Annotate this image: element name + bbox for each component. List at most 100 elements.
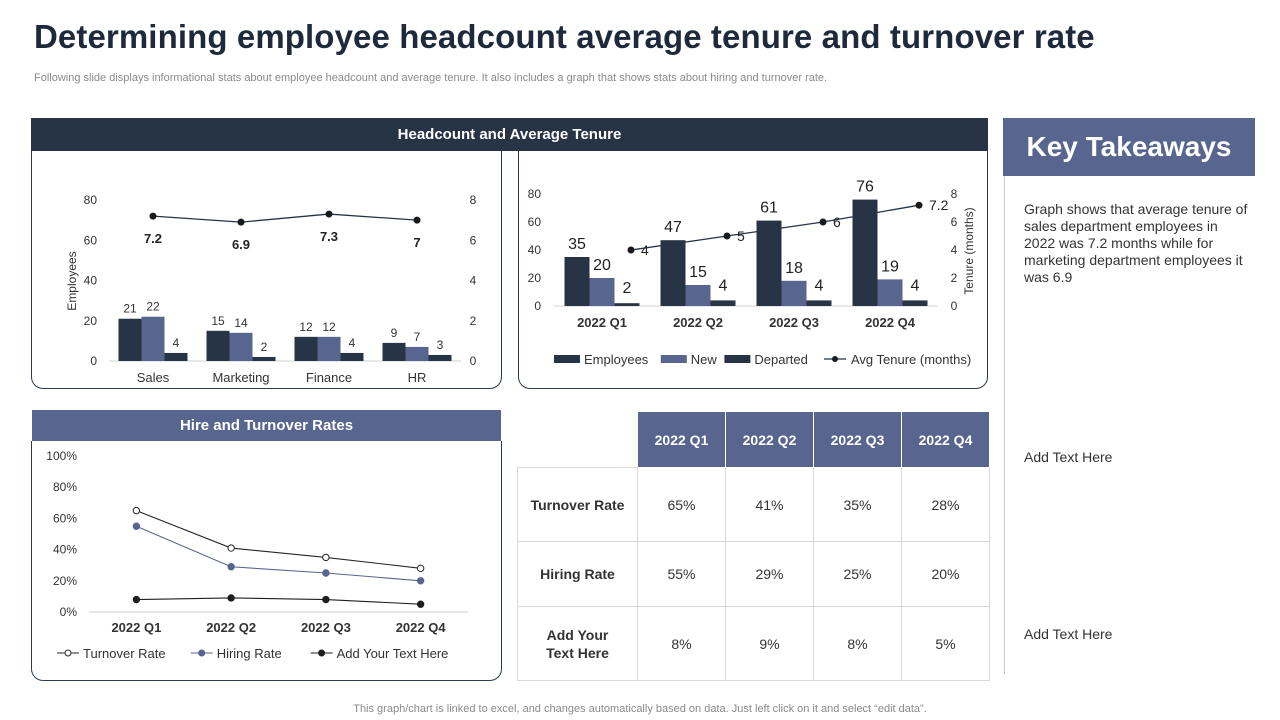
tenure-label: 6 (833, 214, 841, 230)
x-tick-label: Marketing (212, 370, 269, 385)
bar-value-label: 20 (593, 257, 611, 274)
bar (164, 352, 188, 361)
series-line (136, 525, 421, 582)
y-axis-label: Employees (65, 251, 79, 310)
legend-swatch (554, 355, 580, 363)
dept-chart: 0 20 40 60 80 0 2 4 6 8 Employees 21 22 4 Sales 15 14 2 Ma… (65, 193, 477, 385)
hire-panel-title: Hire and Turnover Rates (179, 417, 354, 434)
tenure-label: 5 (737, 228, 745, 244)
bar (685, 285, 711, 306)
bar-value-label: 12 (299, 320, 313, 334)
x-tick-label: 2022 Q4 (865, 315, 916, 330)
series-point (322, 595, 330, 604)
bar-value-label: 15 (211, 314, 225, 328)
y2-tick-label: 8 (951, 187, 958, 201)
key-takeaways-title: Key Takeaways (1026, 131, 1232, 162)
table-row: Hiring Rate 55% 29% 25% 20% (517, 541, 990, 607)
x-tick-label: Finance (306, 370, 352, 385)
tenure-point (237, 218, 245, 226)
tenure-point (915, 201, 923, 209)
y-tick-label: 60% (53, 511, 77, 525)
y-tick-label: 0% (60, 605, 78, 619)
bar-value-label: 15 (689, 264, 707, 281)
headcount-panel-header: Headcount and Average Tenure (31, 118, 988, 151)
bar-value-label: 22 (146, 300, 160, 314)
bar (428, 354, 452, 361)
table-row-label: Turnover Rate (517, 467, 638, 542)
legend-label: Hiring Rate (217, 646, 282, 661)
takeaways-divider (1004, 176, 1005, 674)
y-tick-label: 80 (528, 187, 542, 201)
series-line (136, 597, 421, 605)
y2-tick-label: 2 (951, 271, 958, 285)
table-header-cell: 2022 Q3 (813, 411, 902, 468)
table-corner (517, 411, 638, 468)
series-point (132, 522, 141, 530)
bar (756, 220, 782, 306)
quarter-chart: 0 20 40 60 80 0 2 4 6 8 Tenure (months) 35 20 2 2022 Q… (528, 179, 976, 367)
y2-tick-label: 0 (470, 354, 477, 368)
y2-tick-label: 8 (470, 193, 477, 207)
bar (564, 257, 590, 306)
legend-marker (832, 356, 838, 362)
page-subtitle: Following slide displays informational s… (34, 72, 828, 84)
series-line (136, 510, 421, 569)
dept-chart-box (31, 151, 502, 389)
table-cell: 41% (725, 467, 814, 542)
series-point (227, 563, 235, 571)
legend-label: Departed (754, 352, 807, 367)
series-point (227, 544, 235, 552)
y-tick-label: 0 (534, 299, 541, 313)
bar (317, 336, 341, 361)
table-cell: 5% (901, 606, 990, 681)
tenure-point (325, 210, 333, 218)
x-tick-label: HR (408, 370, 427, 385)
bar (902, 300, 928, 306)
tenure-point (149, 212, 157, 220)
key-takeaways-header: Key Takeaways (1003, 118, 1255, 176)
rates-table: 2022 Q1 2022 Q2 2022 Q3 2022 Q4 Turnover… (517, 411, 990, 681)
series-point (227, 594, 235, 602)
tenure-point (627, 246, 635, 254)
tenure-label: 7.2 (929, 197, 949, 213)
tenure-label: 4 (641, 242, 649, 258)
series-point (132, 595, 141, 604)
bar (806, 300, 832, 306)
legend-marker (64, 649, 72, 657)
footer-note: This graph/chart is linked to excel, and… (353, 703, 927, 715)
y2-tick-label: 0 (951, 299, 958, 313)
bar (340, 352, 364, 361)
bar (710, 300, 736, 306)
takeaway-text: Add Text Here (1024, 626, 1113, 642)
bar-value-label: 2 (261, 340, 268, 354)
rates-chart-box (31, 441, 502, 681)
bar-value-label: 18 (785, 260, 803, 277)
bar (252, 356, 276, 361)
takeaway-text: Add Text Here (1024, 449, 1113, 465)
y2-tick-label: 4 (470, 274, 477, 288)
table-cell: 55% (637, 541, 726, 607)
legend-swatch (660, 355, 687, 363)
series-point (416, 577, 425, 585)
y-tick-label: 60 (84, 233, 98, 247)
legend-marker (198, 649, 206, 657)
y2-axis-label: Tenure (months) (962, 207, 976, 294)
hire-panel-header: Hire and Turnover Rates (32, 410, 501, 441)
table-cell: 65% (637, 467, 726, 542)
y-tick-label: 20% (53, 574, 77, 588)
x-tick-label: 2022 Q2 (673, 315, 723, 330)
bar (781, 280, 807, 306)
y-tick-label: 100% (46, 449, 77, 463)
y-tick-label: 0 (90, 354, 97, 368)
bar-value-label: 4 (349, 336, 356, 350)
series-point (416, 564, 425, 573)
x-tick-label: 2022 Q3 (769, 315, 819, 330)
y-tick-label: 40% (53, 543, 77, 557)
table-cell: 9% (725, 606, 814, 681)
series-point (322, 553, 330, 562)
x-tick-label: Sales (137, 370, 170, 385)
series-point (322, 569, 330, 577)
y-tick-label: 40 (84, 274, 98, 288)
bar-value-label: 35 (568, 236, 586, 253)
bar-value-label: 4 (815, 277, 824, 294)
